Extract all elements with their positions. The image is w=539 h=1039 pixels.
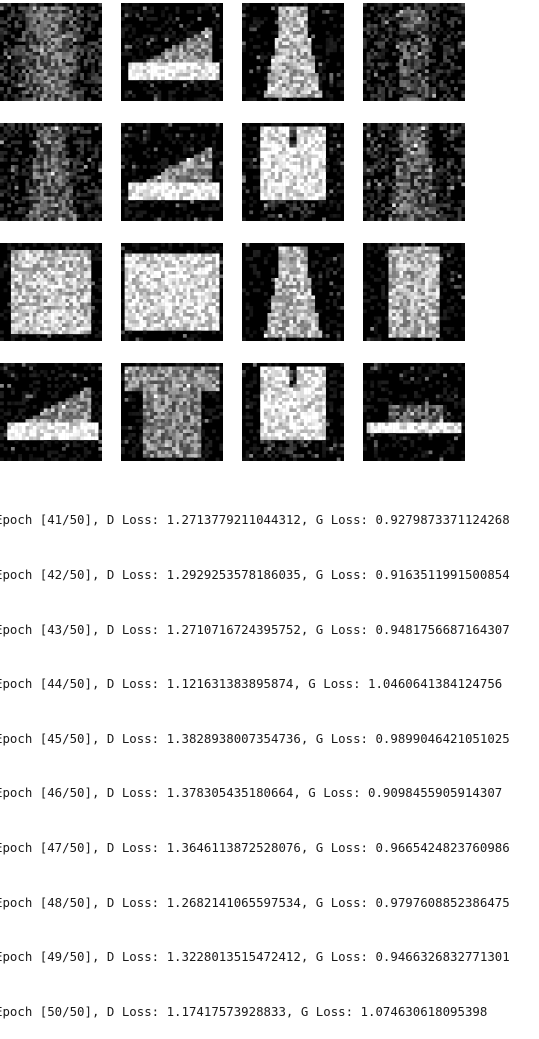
training-log: Epoch [41/50], D Loss: 1.271377921104431… [0, 475, 539, 1039]
log-line: Epoch [46/50], D Loss: 1.378305435180664… [0, 785, 503, 801]
generated-sample-15 [242, 363, 344, 461]
log-line: Epoch [45/50], D Loss: 1.382893800735473… [0, 730, 510, 746]
sample-pixels [121, 3, 223, 101]
generated-sample-6 [121, 123, 223, 221]
generated-sample-7 [242, 123, 344, 221]
log-line: Epoch [47/50], D Loss: 1.364611387252807… [0, 839, 510, 855]
log-line: Epoch [50/50], D Loss: 1.17417573928833,… [0, 1003, 488, 1019]
generated-sample-8 [363, 123, 465, 221]
generated-sample-4 [363, 3, 465, 101]
log-line: Epoch [48/50], D Loss: 1.268214106559753… [0, 894, 510, 910]
log-line: Epoch [49/50], D Loss: 1.322801351547241… [0, 949, 510, 965]
sample-pixels [121, 363, 223, 461]
generated-sample-3 [242, 3, 344, 101]
log-line: Epoch [44/50], D Loss: 1.121631383895874… [0, 676, 503, 692]
sample-pixels [0, 363, 102, 461]
sample-pixels [121, 243, 223, 341]
log-line: Epoch [43/50], D Loss: 1.271071672439575… [0, 621, 510, 637]
generated-sample-11 [242, 243, 344, 341]
generated-sample-16 [363, 363, 465, 461]
sample-pixels [363, 243, 465, 341]
generated-sample-1 [0, 3, 102, 101]
log-line: Epoch [41/50], D Loss: 1.271377921104431… [0, 512, 510, 528]
sample-pixels [121, 123, 223, 221]
sample-pixels [242, 363, 344, 461]
log-line: Epoch [42/50], D Loss: 1.292925357818603… [0, 567, 510, 582]
generated-sample-5 [0, 123, 102, 221]
generated-samples-grid [0, 0, 539, 461]
sample-pixels [242, 123, 344, 221]
sample-pixels [0, 3, 102, 101]
sample-pixels [242, 243, 344, 341]
generated-sample-10 [121, 243, 223, 341]
generated-sample-12 [363, 243, 465, 341]
sample-pixels [363, 363, 465, 461]
sample-pixels [363, 3, 465, 101]
generated-sample-14 [121, 363, 223, 461]
sample-pixels [363, 123, 465, 221]
sample-pixels [0, 243, 102, 341]
generated-sample-13 [0, 363, 102, 461]
sample-pixels [242, 3, 344, 101]
generated-sample-9 [0, 243, 102, 341]
generated-sample-2 [121, 3, 223, 101]
sample-pixels [0, 123, 102, 221]
